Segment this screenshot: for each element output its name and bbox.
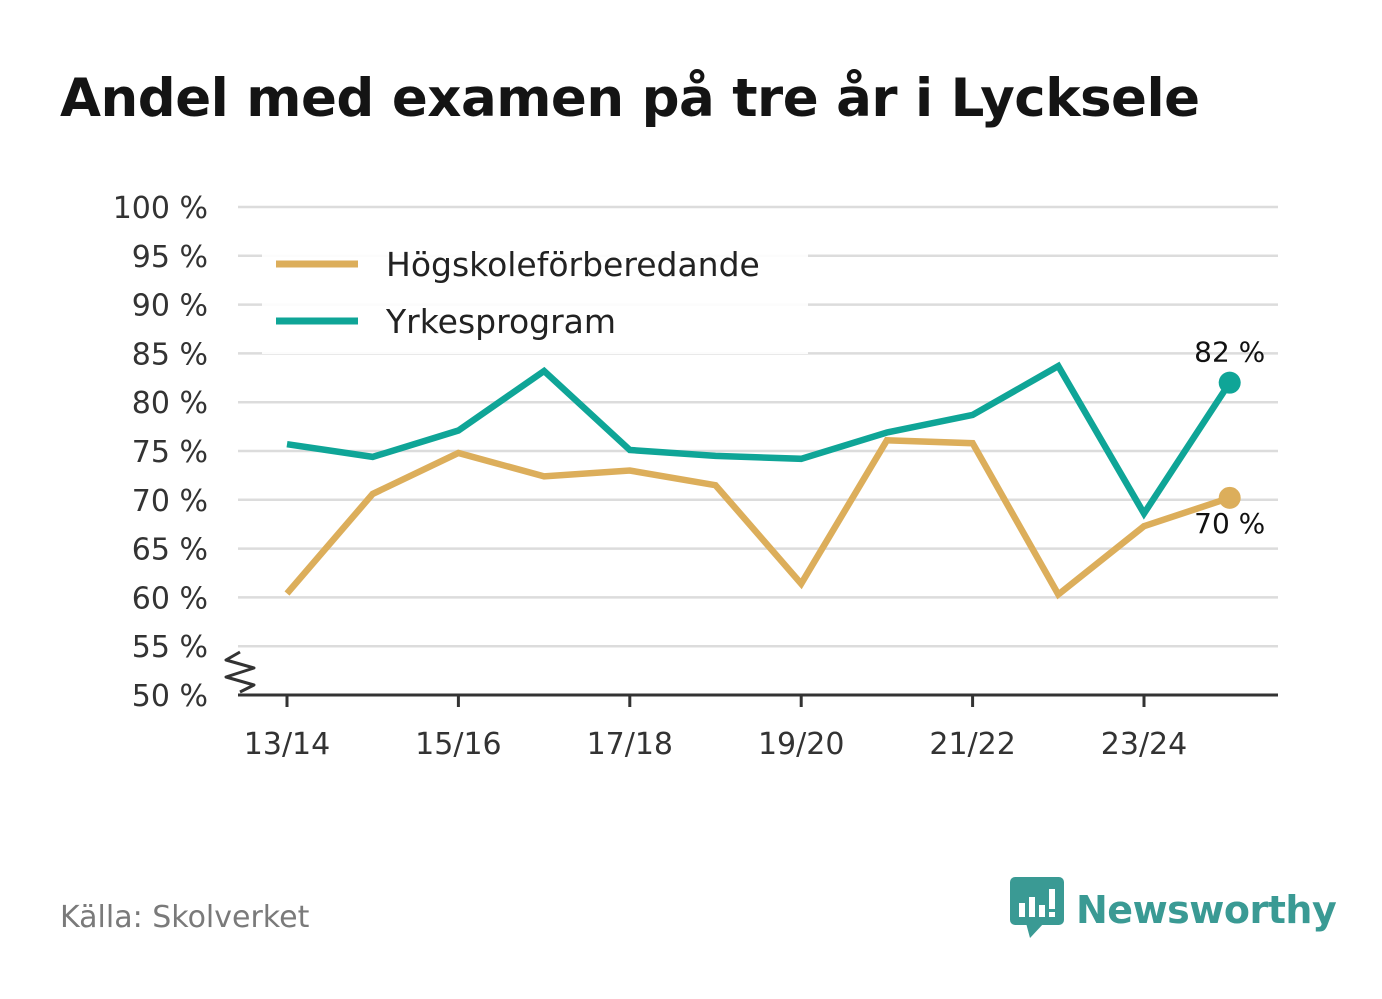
legend: Högskoleförberedande Yrkesprogram bbox=[262, 232, 808, 354]
series-layer bbox=[284, 361, 1241, 600]
series-line-0 bbox=[284, 436, 1231, 600]
y-axis-ticks: 50 % 55 % 60 % 65 % 70 % 75 % 80 % 85 % 90 % 95 %… bbox=[113, 191, 208, 714]
y-tick-label: 70 % bbox=[132, 484, 208, 519]
newsworthy-logo-icon bbox=[1010, 877, 1064, 943]
brand-name: Newsworthy bbox=[1076, 888, 1337, 932]
legend-label: Yrkesprogram bbox=[385, 302, 616, 341]
y-tick-label: 50 % bbox=[132, 679, 208, 714]
y-tick-label: 95 % bbox=[132, 240, 208, 275]
y-tick-label: 80 % bbox=[132, 386, 208, 421]
legend-box bbox=[262, 232, 808, 354]
x-tick-label: 13/14 bbox=[244, 727, 330, 762]
legend-label: Högskoleförberedande bbox=[386, 245, 760, 284]
axis-break-icon bbox=[224, 650, 256, 694]
x-tick-label: 15/16 bbox=[415, 727, 501, 762]
y-tick-label: 100 % bbox=[113, 191, 208, 226]
chart-title: Andel med examen på tre år i Lycksele bbox=[60, 68, 1200, 129]
end-labels: 70 % 82 % bbox=[1194, 336, 1265, 540]
series-line-1 bbox=[286, 361, 1233, 520]
y-tick-label: 85 % bbox=[132, 337, 208, 372]
y-tick-label: 75 % bbox=[132, 435, 208, 470]
series-end-point bbox=[1218, 371, 1241, 394]
y-tick-label: 90 % bbox=[132, 289, 208, 324]
brand-logo: Newsworthy bbox=[1010, 877, 1337, 943]
end-value-label: 70 % bbox=[1194, 507, 1265, 540]
end-value-label: 82 % bbox=[1194, 336, 1265, 369]
x-tick-label: 21/22 bbox=[929, 727, 1015, 762]
series-end-point bbox=[1218, 486, 1241, 509]
x-tick-label: 19/20 bbox=[758, 727, 844, 762]
x-axis: 13/14 15/16 17/18 19/20 21/22 23/24 bbox=[224, 650, 1278, 762]
x-tick-label: 17/18 bbox=[587, 727, 673, 762]
y-tick-label: 55 % bbox=[132, 630, 208, 665]
y-tick-label: 65 % bbox=[132, 533, 208, 568]
x-tick-label: 23/24 bbox=[1101, 727, 1187, 762]
y-tick-label: 60 % bbox=[132, 581, 208, 616]
source-note: Källa: Skolverket bbox=[60, 900, 310, 935]
